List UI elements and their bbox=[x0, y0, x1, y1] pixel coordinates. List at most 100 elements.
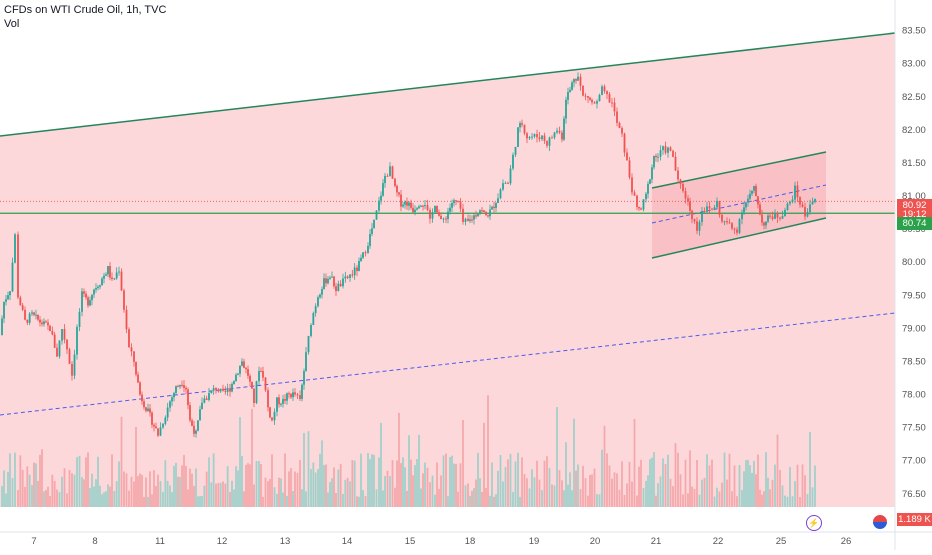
volume-bar bbox=[241, 456, 243, 507]
volume-bar bbox=[504, 466, 507, 507]
volume-bar bbox=[231, 480, 233, 507]
candle-body bbox=[575, 79, 577, 81]
volume-bar bbox=[616, 473, 618, 507]
candle-body bbox=[763, 222, 765, 226]
candle-body bbox=[380, 195, 382, 201]
candle-body bbox=[507, 182, 509, 184]
candle-body bbox=[406, 201, 408, 206]
volume-bar bbox=[569, 472, 571, 507]
volume-bar bbox=[371, 454, 373, 507]
volume-bar bbox=[410, 459, 412, 507]
candle-body bbox=[199, 409, 201, 421]
candle-body bbox=[429, 209, 431, 219]
volume-bar bbox=[479, 478, 481, 507]
volume-bar bbox=[429, 482, 431, 507]
volume-bar bbox=[333, 467, 335, 507]
volume-bar bbox=[17, 490, 19, 507]
candle-body bbox=[356, 267, 358, 271]
candle-body bbox=[185, 387, 187, 390]
volume-bar bbox=[183, 455, 185, 507]
candle-body bbox=[451, 202, 453, 208]
volume-bar bbox=[801, 464, 804, 507]
candle-body bbox=[191, 420, 193, 426]
candle-body bbox=[373, 219, 375, 229]
candle-body bbox=[229, 388, 231, 392]
volume-bar bbox=[139, 473, 141, 507]
volume-bar bbox=[483, 422, 485, 507]
volume-bar bbox=[81, 477, 83, 507]
volume-bar bbox=[120, 416, 123, 507]
volume-bar bbox=[56, 489, 58, 507]
small-channel-zone bbox=[652, 152, 826, 258]
candle-body bbox=[733, 228, 736, 230]
candle-body bbox=[426, 205, 429, 210]
candle-body bbox=[237, 373, 239, 375]
candle-body bbox=[164, 417, 167, 424]
volume-bar bbox=[565, 442, 567, 507]
candle-body bbox=[479, 210, 481, 214]
candle-body bbox=[611, 102, 613, 104]
candle-body bbox=[804, 206, 806, 217]
volume-bar bbox=[745, 460, 747, 507]
volume-bar bbox=[39, 454, 41, 507]
chart-title: CFDs on WTI Crude Oil, 1h, TVC bbox=[4, 4, 167, 16]
candle-body bbox=[175, 386, 177, 393]
volume-bar bbox=[360, 453, 362, 507]
candle-body bbox=[301, 384, 303, 399]
candle-body bbox=[362, 252, 364, 258]
candle-body bbox=[662, 146, 664, 151]
volume-bar bbox=[123, 471, 125, 507]
candle-body bbox=[459, 201, 462, 209]
volume-bar bbox=[814, 465, 816, 507]
candle-body bbox=[17, 234, 19, 298]
volume-bar bbox=[674, 443, 677, 507]
volume-bar bbox=[751, 472, 753, 507]
candle-body bbox=[208, 392, 210, 400]
candle-body bbox=[536, 134, 538, 138]
candle-body bbox=[475, 215, 477, 217]
candle-body bbox=[584, 95, 587, 97]
candle-body bbox=[769, 215, 771, 217]
volume-bar bbox=[177, 476, 179, 507]
volume-bar bbox=[577, 464, 579, 507]
candle-body bbox=[333, 276, 335, 287]
candle-body bbox=[195, 430, 197, 434]
volume-bar bbox=[711, 459, 713, 507]
volume-bar bbox=[723, 452, 726, 507]
candle-body bbox=[418, 206, 420, 209]
lightning-icon[interactable]: ⚡ bbox=[806, 515, 822, 531]
x-tick-label: 11 bbox=[155, 536, 165, 547]
candle-body bbox=[26, 319, 29, 323]
volume-bar bbox=[579, 489, 582, 507]
x-tick-label: 15 bbox=[405, 536, 416, 547]
volume-bar bbox=[264, 477, 267, 507]
candle-body bbox=[638, 206, 640, 209]
x-tick-label: 13 bbox=[280, 536, 291, 547]
volume-bar bbox=[247, 463, 249, 507]
candle-body bbox=[489, 209, 491, 217]
candle-body bbox=[587, 96, 589, 98]
candle-body bbox=[9, 291, 11, 296]
candle-body bbox=[389, 166, 391, 177]
flag-icon[interactable] bbox=[873, 515, 887, 529]
candle-body bbox=[608, 94, 611, 103]
volume-bar bbox=[655, 495, 657, 507]
volume-bar bbox=[339, 463, 342, 507]
candle-body bbox=[130, 347, 133, 352]
candle-body bbox=[726, 221, 728, 223]
volume-bar bbox=[162, 491, 164, 507]
volume-bar bbox=[759, 489, 761, 507]
volume-bar bbox=[5, 493, 7, 507]
volume-bar bbox=[33, 462, 35, 507]
volume-bar bbox=[237, 470, 239, 507]
candle-body bbox=[757, 196, 759, 205]
candle-body bbox=[481, 210, 483, 212]
candle-body bbox=[7, 295, 9, 300]
candle-body bbox=[162, 423, 164, 428]
candle-body bbox=[344, 276, 347, 279]
volume-bar bbox=[51, 474, 54, 507]
candle-body bbox=[303, 370, 305, 385]
volume-bar bbox=[87, 452, 89, 507]
volume-bar bbox=[621, 461, 623, 507]
